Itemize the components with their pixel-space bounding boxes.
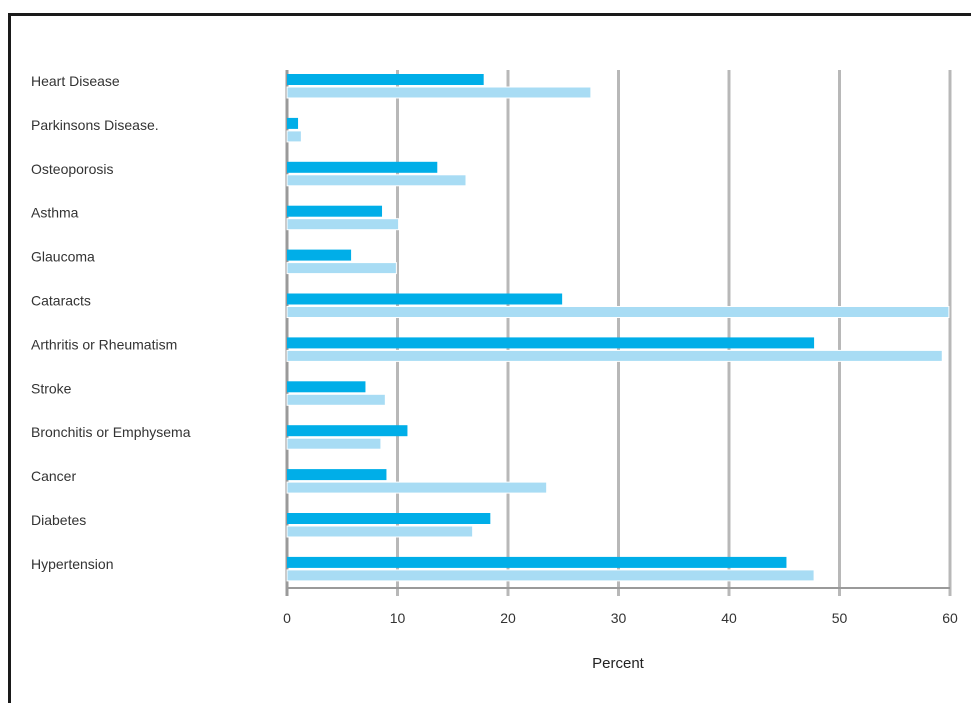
category-labels: Heart Disease Parkinsons Disease. Osteopor… — [31, 73, 191, 572]
bar-series-1 — [287, 293, 563, 305]
x-tick-labels: 0 10 20 30 40 50 60 — [283, 610, 958, 626]
bar-series-2 — [286, 393, 386, 406]
category-label: Bronchitis or Emphysema — [31, 424, 191, 440]
bar-series-1 — [287, 117, 299, 129]
x-tick-label: 0 — [283, 610, 291, 626]
x-tick-label: 60 — [942, 610, 958, 626]
x-tick-label: 30 — [611, 610, 627, 626]
bar-series-2 — [286, 349, 943, 362]
bar-series-2 — [286, 218, 400, 231]
bar-series-2 — [286, 437, 382, 450]
bar-series-1 — [287, 425, 408, 437]
x-tick-label: 40 — [721, 610, 737, 626]
category-label: Arthritis or Rheumatism — [31, 336, 177, 352]
x-axis-title: Percent — [592, 655, 645, 672]
bar-series-1 — [287, 205, 383, 217]
bar-series-1 — [287, 249, 352, 261]
bar-series-1 — [287, 556, 787, 568]
bar-series-1 — [287, 337, 815, 349]
category-label: Osteoporosis — [31, 161, 113, 177]
bar-series-2 — [286, 569, 815, 582]
bar-series-1 — [287, 381, 366, 393]
x-tick-label: 10 — [390, 610, 406, 626]
bar-series-2 — [286, 130, 302, 143]
bars — [286, 74, 950, 582]
category-label: Hypertension — [31, 556, 114, 572]
bar-series-2 — [286, 525, 474, 538]
bar-series-1 — [287, 513, 491, 524]
bar-series-2 — [286, 306, 950, 318]
x-tick-label: 50 — [832, 610, 848, 626]
category-label: Parkinsons Disease. — [31, 117, 159, 133]
category-label: Asthma — [31, 205, 79, 221]
category-label: Diabetes — [31, 512, 86, 528]
category-label: Cancer — [31, 468, 76, 484]
bar-series-1 — [287, 161, 438, 173]
bar-series-1 — [287, 469, 387, 481]
bar-series-2 — [286, 481, 548, 494]
bar-series-1 — [287, 74, 484, 85]
category-label: Cataracts — [31, 293, 91, 309]
category-label: Stroke — [31, 380, 72, 396]
x-tick-label: 20 — [500, 610, 516, 626]
category-label: Glaucoma — [31, 249, 95, 265]
grid-lines — [285, 70, 952, 596]
chart-frame — [8, 13, 971, 703]
bar-series-2 — [286, 262, 397, 275]
bar-series-2 — [286, 86, 592, 99]
bar-series-2 — [286, 174, 467, 187]
category-label: Heart Disease — [31, 73, 120, 89]
